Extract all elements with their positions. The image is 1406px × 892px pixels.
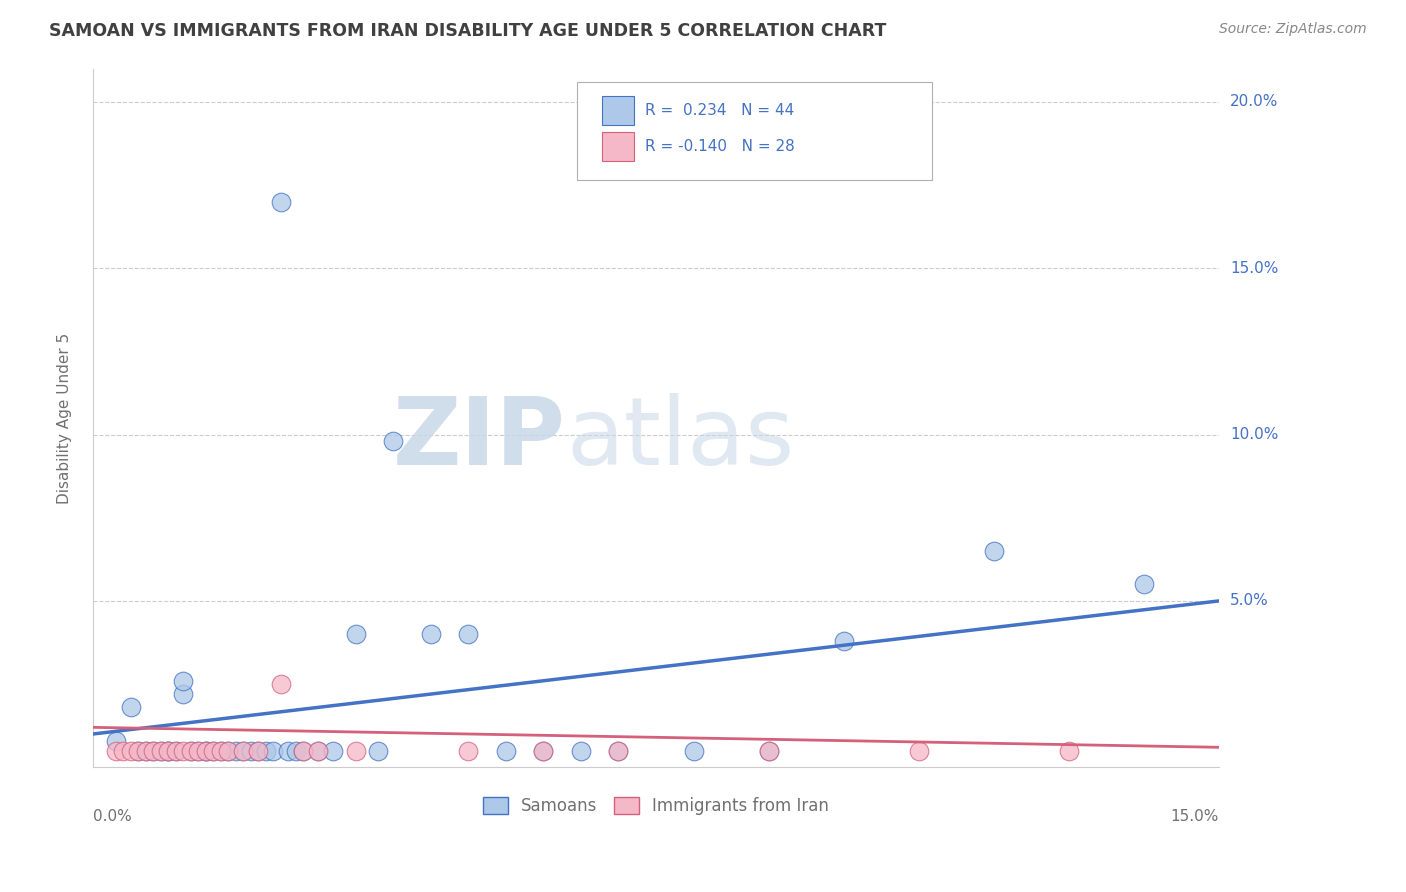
Point [758,744,780,758]
Point [112,744,135,758]
Point [120,744,142,758]
Point [1133,577,1156,591]
Point [127,744,149,758]
Point [292,744,315,758]
Legend: Samoans, Immigrants from Iran: Samoans, Immigrants from Iran [477,790,837,822]
Point [202,744,225,758]
Point [367,744,389,758]
Point [292,744,315,758]
Point [209,744,232,758]
Point [232,744,254,758]
Point [1057,744,1080,758]
Point [382,434,405,449]
Point [533,744,555,758]
Point [284,744,307,758]
Point [180,744,202,758]
Text: R = -0.140   N = 28: R = -0.140 N = 28 [645,139,794,154]
Point [247,744,270,758]
Point [172,744,194,758]
Point [180,744,202,758]
Point [217,744,239,758]
Text: R =  0.234   N = 44: R = 0.234 N = 44 [645,103,794,118]
Text: atlas: atlas [567,392,794,485]
Point [120,700,142,714]
Point [607,744,630,758]
Point [104,733,127,747]
Point [172,673,194,688]
Text: 10.0%: 10.0% [1230,427,1278,442]
Text: 5.0%: 5.0% [1230,593,1268,608]
Text: Source: ZipAtlas.com: Source: ZipAtlas.com [1219,22,1367,37]
Point [165,744,187,758]
Point [165,744,187,758]
Y-axis label: Disability Age Under 5: Disability Age Under 5 [58,332,72,503]
Point [277,744,299,758]
Point [104,744,127,758]
Point [682,744,704,758]
Point [187,744,209,758]
Point [149,744,172,758]
Point [225,744,247,758]
Point [457,744,479,758]
FancyBboxPatch shape [602,95,634,125]
Point [239,744,262,758]
Point [135,744,157,758]
Point [495,744,517,758]
Point [232,744,254,758]
Point [135,744,157,758]
Point [607,744,630,758]
Text: SAMOAN VS IMMIGRANTS FROM IRAN DISABILITY AGE UNDER 5 CORRELATION CHART: SAMOAN VS IMMIGRANTS FROM IRAN DISABILIT… [49,22,887,40]
FancyBboxPatch shape [578,82,932,180]
Point [344,627,367,641]
Point [758,744,780,758]
Point [344,744,367,758]
Text: 15.0%: 15.0% [1230,260,1278,276]
Text: 0.0%: 0.0% [93,809,132,824]
Point [307,744,329,758]
Point [194,744,217,758]
Point [307,744,329,758]
Point [270,194,292,209]
Point [457,627,479,641]
Point [217,744,239,758]
Text: ZIP: ZIP [394,392,567,485]
Point [157,744,180,758]
Point [533,744,555,758]
Point [187,744,209,758]
Point [194,744,217,758]
Point [247,744,270,758]
Point [149,744,172,758]
Point [419,627,441,641]
FancyBboxPatch shape [602,132,634,161]
Point [254,744,277,758]
Point [270,677,292,691]
Point [202,744,225,758]
Point [172,687,194,701]
Text: 15.0%: 15.0% [1171,809,1219,824]
Point [832,633,855,648]
Text: 20.0%: 20.0% [1230,95,1278,110]
Point [142,744,165,758]
Point [142,744,165,758]
Point [157,744,180,758]
Point [194,744,217,758]
Point [209,744,232,758]
Point [262,744,284,758]
Point [157,744,180,758]
Point [907,744,929,758]
Point [127,744,149,758]
Point [322,744,344,758]
Point [569,744,592,758]
Point [983,544,1005,558]
